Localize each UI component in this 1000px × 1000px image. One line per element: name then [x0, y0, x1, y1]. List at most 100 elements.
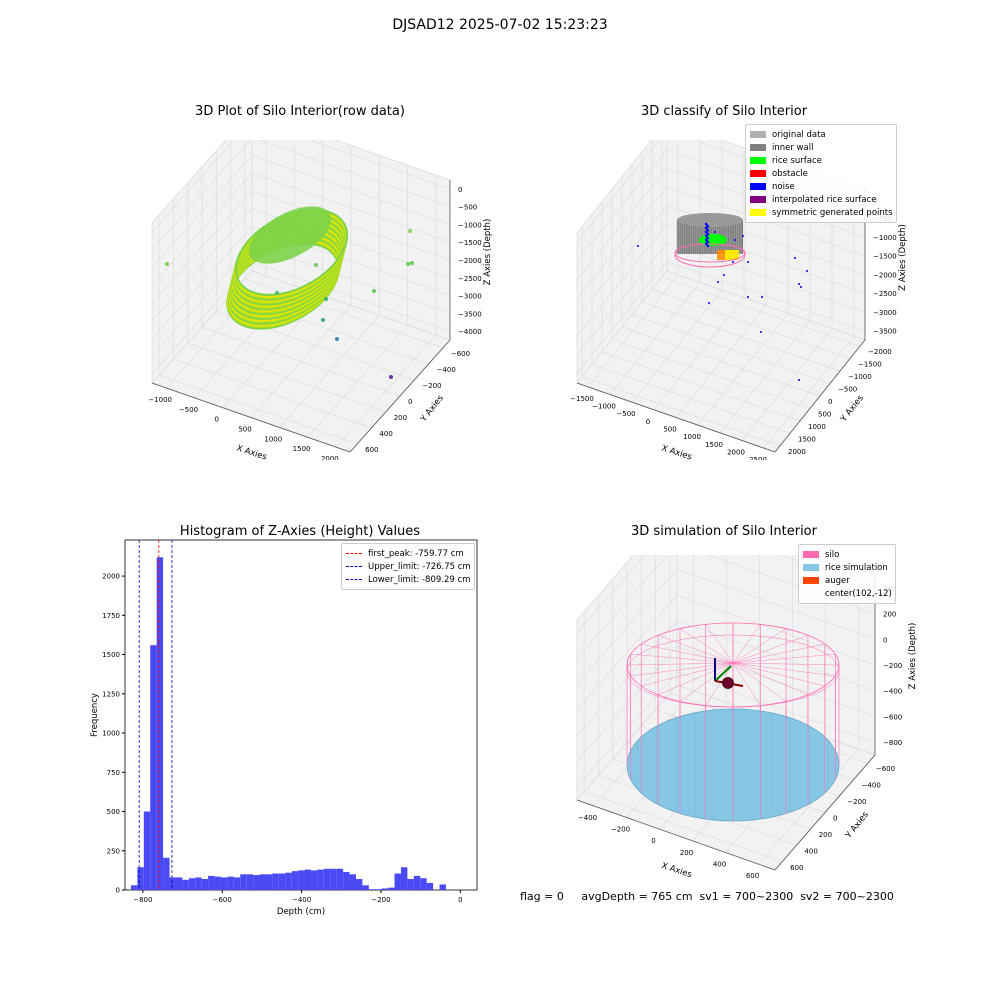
legend-item: symmetric generated points [750, 206, 893, 219]
histogram-title: Histogram of Z-Axies (Height) Values [179, 524, 421, 539]
x-tick-label: 2000 [321, 455, 339, 460]
z-axis-label: Z Axies (Depth) [483, 219, 493, 286]
auger-marker [722, 677, 734, 689]
y-grid [173, 358, 372, 429]
z-tick-label: −4000 [458, 328, 482, 336]
z-grid [576, 223, 866, 337]
histogram-bar [195, 877, 202, 890]
silo-roof-line [732, 662, 761, 706]
z-tick-label: −2000 [458, 257, 482, 265]
y-tick-label: 1000 [102, 730, 120, 738]
x-tick-label: 0 [646, 418, 650, 426]
y-tick-label: 750 [107, 769, 120, 777]
x-tick-label: 2000 [727, 449, 745, 457]
z-tick-label: −500 [458, 204, 477, 212]
noise-point [706, 229, 710, 232]
y-tick-label: −500 [838, 386, 857, 394]
histogram-bar [388, 887, 395, 890]
x-tick-label: 1000 [264, 435, 282, 443]
y-tick-label: 250 [107, 847, 120, 855]
z-grid [576, 568, 876, 685]
y-axis-label: Frequency [90, 693, 100, 737]
histogram-bar [253, 875, 260, 890]
legend-label: noise [772, 181, 795, 192]
y-tick-label: 1750 [102, 612, 120, 620]
legend-label: auger [825, 575, 850, 586]
noise-point [723, 274, 725, 276]
histogram-bar [426, 882, 434, 890]
noise-point [708, 302, 710, 304]
rice-cluster [248, 206, 332, 264]
histogram-bar [182, 879, 189, 890]
z-grid [151, 154, 451, 268]
y-axis-line [349, 339, 451, 453]
histogram-bar [343, 871, 350, 890]
silo-rim [674, 243, 746, 263]
z-axis-label: Z Axies (Depth) [908, 623, 918, 690]
z-grid [576, 671, 876, 788]
z-tick-label: −800 [883, 739, 902, 747]
y-grid [159, 374, 358, 445]
y-tick-label: 600 [790, 864, 803, 872]
stray-point [324, 297, 328, 301]
y-grid [641, 301, 841, 372]
x-tick-label: −500 [179, 406, 198, 414]
simulation-plot-title: 3D simulation of Silo Interior [631, 524, 817, 539]
silo-roof-line [657, 662, 734, 695]
y-grid [187, 342, 386, 413]
figure-title: DJSAD12 2025-07-02 15:23:23 [392, 17, 608, 33]
silo-roof-line [679, 662, 734, 702]
silo-roof-line [641, 643, 734, 664]
noise-point [706, 241, 710, 244]
histogram-bar [143, 811, 151, 890]
legend-line [346, 579, 362, 580]
legend-swatch [750, 131, 766, 138]
simulation-legend: silo rice simulation auger center(102,-12) [798, 544, 896, 604]
legend-swatch [750, 170, 766, 177]
histogram-bar [169, 877, 176, 890]
axes-box: −1000−50005001000150020006004002000−200−… [148, 140, 493, 460]
histogram-bars [130, 557, 446, 890]
legend-label: original data [772, 129, 826, 140]
x-axis-label: X Axies [660, 443, 693, 460]
y-axis-label: Y Axies [843, 810, 871, 842]
stray-point [335, 337, 339, 341]
silo-roof-line [732, 653, 836, 664]
stray-point [408, 229, 412, 233]
legend-swatch [750, 183, 766, 190]
noise-point [742, 235, 744, 237]
legend-swatch [803, 551, 819, 558]
legend-swatch [803, 590, 819, 597]
silo-roof-line [732, 662, 825, 687]
x-tick-label: −1000 [148, 396, 172, 404]
stray-point [410, 261, 414, 265]
z-tick-label: −1500 [458, 239, 482, 247]
legend-line [346, 553, 362, 554]
legend-label: Lower_limit: -809.29 cm [368, 574, 471, 585]
silo-roof-line [641, 662, 734, 687]
simulation-geometry [626, 622, 840, 822]
histogram-bar [381, 888, 389, 890]
x-tick-label: −400 [292, 896, 311, 904]
legend-item: silo [803, 548, 891, 561]
y-tick-label: −600 [876, 765, 895, 773]
y-tick-label: 0 [408, 398, 412, 406]
classify-legend: original data inner wall rice surface obsta… [745, 124, 897, 223]
histogram-bar [439, 884, 446, 890]
histogram-bar [285, 872, 292, 890]
legend-swatch [750, 144, 766, 151]
z-tick-label: −600 [883, 713, 902, 721]
y-grid [591, 364, 791, 434]
z-tick-label: −3500 [458, 310, 482, 318]
histogram-bar [304, 869, 311, 890]
x-tick-label: −200 [611, 826, 630, 834]
histogram-bar [420, 878, 427, 890]
histogram-bar [323, 868, 331, 890]
histogram-bar [265, 874, 273, 890]
histogram-bar [208, 875, 215, 890]
legend-item: Upper_limit: -726.75 cm [346, 560, 471, 573]
x-tick-label: 1500 [293, 445, 311, 453]
histogram-bar [362, 885, 369, 890]
z-tick-label: −400 [883, 688, 902, 696]
noise-point [798, 379, 800, 381]
